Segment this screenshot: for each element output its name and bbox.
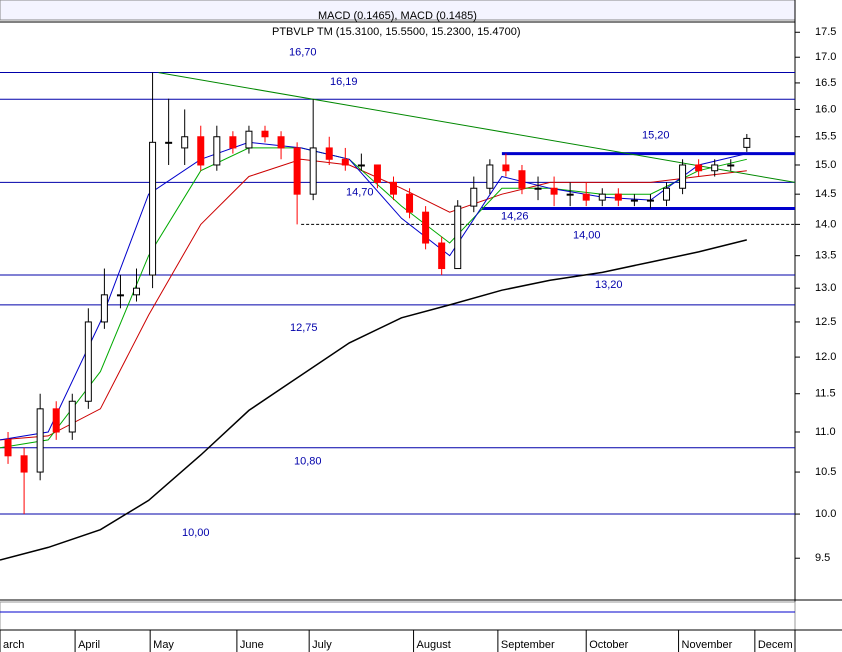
candle-body [630,199,638,202]
candle-body [614,193,622,201]
level-label: 10,80 [294,456,322,468]
candle-body [486,164,494,189]
y-tick-label: 14.0 [815,218,836,230]
x-tick-label: Decem [758,639,793,651]
candle-body [711,164,719,172]
candle-body [422,211,430,244]
x-tick-label: September [501,639,555,651]
candle-body [646,199,654,202]
x-tick-label: May [153,639,174,651]
candle-body [277,136,285,149]
x-tick-label: October [589,639,628,651]
candle-body [357,164,365,167]
moving-average [0,239,747,561]
candle-body [438,242,446,270]
candle-body [325,147,333,160]
candle-body [743,137,751,148]
candle-body [518,170,526,189]
x-tick-label: August [417,639,451,651]
candle-body [534,187,542,190]
candle-body [181,136,189,149]
candle-body [470,187,478,207]
candle-body [293,147,301,195]
y-tick-label: 15.0 [815,159,836,171]
y-tick-label: 16.0 [815,103,836,115]
candle-body [36,408,44,473]
candle-body [84,321,92,402]
moving-average [0,141,747,441]
candle-body [229,136,237,149]
y-tick-label: 9.5 [815,552,830,564]
candle-body [149,141,157,276]
level-label: 12,75 [290,322,318,334]
level-label: 14,70 [346,186,374,198]
chart-title: PTBVLP TM (15.3100, 15.5500, 15.2300, 15… [272,26,521,38]
candle-body [309,147,317,195]
candle-body [116,294,124,297]
y-tick-label: 12.5 [815,316,836,328]
candle-body [100,294,108,323]
candle-body [245,130,253,149]
y-tick-label: 13.0 [815,282,836,294]
candle-body [406,193,414,213]
candle-body [4,439,12,457]
candle-body [695,164,703,172]
candle-body [502,164,510,172]
trend-line [158,72,796,183]
x-tick-label: November [682,639,733,651]
y-tick-label: 16.5 [815,77,836,89]
level-label: 14,00 [573,229,601,241]
candle-body [52,408,60,433]
y-tick-label: 14.5 [815,188,836,200]
y-tick-label: 12.0 [815,351,836,363]
candle-body [727,164,735,167]
candle-body [133,287,141,296]
candle-body [550,187,558,195]
x-tick-label: April [78,639,100,651]
indicator-label: MACD (0.1465), MACD (0.1485) [318,10,477,22]
candle-body [389,181,397,195]
x-tick-label: June [240,639,264,651]
volume-panel [0,601,796,631]
candle-body [20,455,28,473]
level-label: 13,20 [595,279,623,291]
y-tick-label: 17.0 [815,51,836,63]
level-label: 15,20 [642,129,670,141]
candle-body [68,400,76,433]
level-label: 14,26 [501,210,529,222]
x-tick-label: July [312,639,332,651]
candle-body [454,205,462,270]
candle-body [213,136,221,166]
candle-body [197,136,205,166]
candle-body [261,130,269,138]
level-label: 16,70 [289,46,317,58]
y-tick-label: 13.5 [815,250,836,262]
candle-body [566,193,574,196]
candle-body [165,141,173,144]
candle-body [598,193,606,201]
candle-body [373,164,381,183]
y-tick-label: 10.5 [815,466,836,478]
y-tick-label: 11.5 [815,388,836,400]
candle-body [341,158,349,166]
level-label: 10,00 [182,527,210,539]
candle-body [679,164,687,189]
candle-body [582,193,590,201]
level-label: 16,19 [330,76,358,88]
x-tick-label: arch [3,639,24,651]
y-tick-label: 15.5 [815,131,836,143]
candle-body [663,187,671,201]
y-tick-label: 11.0 [815,426,836,438]
y-tick-label: 17.5 [815,26,836,38]
y-tick-label: 10.0 [815,508,836,520]
